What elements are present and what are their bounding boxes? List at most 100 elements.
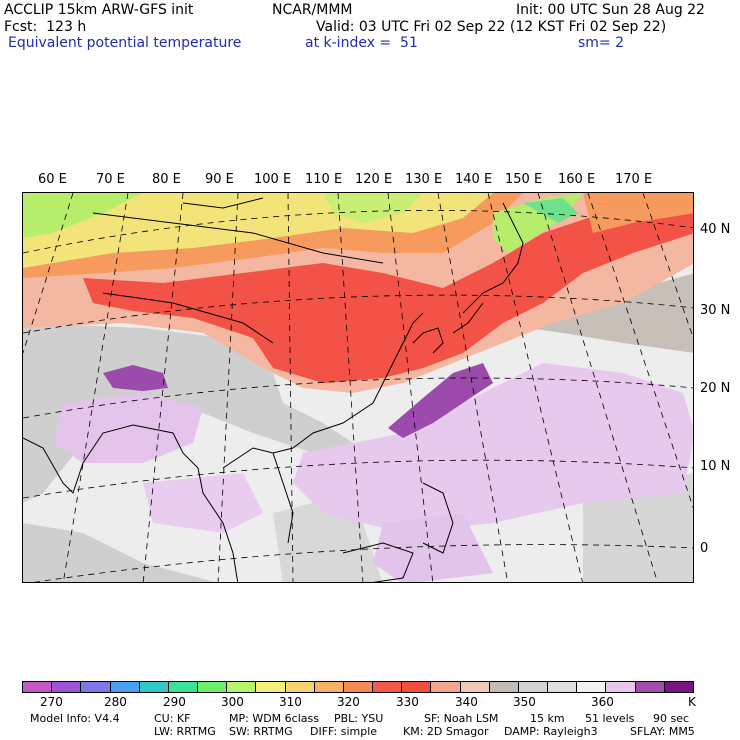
coastline [452,302,484,334]
longitude-line [487,193,583,582]
longitude-line [642,193,693,339]
lavender-region [53,393,203,463]
colorbar-swatch [314,682,344,692]
lon-label: 160 E [558,172,596,187]
lon-label: 110 E [305,172,343,187]
longitude-line [537,193,658,582]
init-time: Init: 00 UTC Sun 28 Aug 22 [516,2,705,18]
footer-item: 51 levels [585,712,635,725]
longitude-line [437,193,509,582]
footer-item: SF: Noah LSM [424,712,499,725]
longitude-line [587,193,693,509]
colorbar-label: 270 [40,695,63,709]
gray-region [493,273,693,353]
orange-region [583,193,693,233]
footer-item: CU: KF [154,712,191,725]
level-index: at k-index = 51 [305,35,418,51]
lon-label: 130 E [405,172,443,187]
coastline [23,424,239,582]
colorbar-unit: K [688,695,696,709]
colorbar-swatch [635,682,665,692]
colorbar-swatch [518,682,549,692]
gray-region [583,473,693,582]
colorbar-swatch [343,682,374,692]
lon-label: 100 E [254,172,292,187]
colorbar-label: 340 [455,695,478,709]
red-region [83,203,693,383]
footer-item: DAMP: Rayleigh3 [504,725,598,738]
border [92,212,384,264]
purple-core [388,363,493,438]
coastline [412,327,444,354]
theta-e-map [23,193,693,582]
footer-item: SW: RRTMG [229,725,293,738]
footer-item: 15 km [530,712,565,725]
coastline [342,542,414,582]
lon-label: 170 E [615,172,653,187]
lat-label: 40 N [700,222,731,237]
lon-label: 120 E [355,172,393,187]
footer-item: PBL: YSU [334,712,384,725]
colorbar-label: 320 [337,695,360,709]
colorbar-swatch [664,682,693,692]
lon-label: 80 E [152,172,181,187]
lon-label: 70 E [96,172,125,187]
lat-label: 10 N [700,459,731,474]
colorbar-swatch [168,682,199,692]
colorbar-label: 360 [591,695,614,709]
lat-label: 20 N [700,381,731,396]
footer-item: Model Info: V4.4 [30,712,120,725]
coastlines [23,197,524,582]
green-region [23,193,143,238]
colorbar-swatch [256,682,286,692]
colorbar-swatch [23,682,53,692]
green-region [523,198,578,223]
colorbar-swatch [373,682,403,692]
lat-label: 30 N [700,303,731,318]
purple-core [103,365,168,391]
colorbar-swatch [285,682,315,692]
gray-region [23,523,216,582]
colorbar-label: 280 [104,695,127,709]
colorbar-label: 310 [279,695,302,709]
colorbar [22,681,694,693]
colorbar-swatch [227,682,257,692]
footer-item: MP: WDM 6class [229,712,319,725]
lon-label: 60 E [38,172,67,187]
coastline [462,202,524,314]
green-region [323,193,423,223]
border [182,197,264,209]
longitude-line [62,193,129,582]
footer-item: DIFF: simple [310,725,378,738]
smoothing-label: sm= 2 [578,35,625,51]
colorbar-swatch [431,682,461,692]
footer-item: 90 sec [653,712,690,725]
longitude-line [23,193,74,354]
lavender-region [143,473,263,533]
lat-label: 0 [700,541,709,556]
footer-item: LW: RRTMG [154,725,216,738]
colorbar-swatch [81,682,111,692]
colorbar-swatch [52,682,82,692]
field-name: Equivalent potential temperature [8,35,242,51]
colorbar-swatch [139,682,169,692]
footer-item: KM: 2D Smagor [403,725,489,738]
footer-item: SFLAY: MM5 [630,725,695,738]
map-panel [22,192,694,583]
colorbar-swatch [402,682,432,692]
colorbar-swatch [198,682,228,692]
colorbar-swatch [460,682,490,692]
valid-time: Valid: 03 UTC Fri 02 Sep 22 (12 KST Fri … [316,19,667,35]
border [102,292,274,344]
colorbar-swatch [489,682,519,692]
colorbar-label: 290 [163,695,186,709]
model-title: ACCLIP 15km ARW-GFS init [4,2,194,18]
colorbar-label: 330 [396,695,419,709]
colorbar-swatch [110,682,140,692]
coastline [422,482,454,554]
lavender-region [293,363,693,533]
lon-label: 90 E [205,172,234,187]
colorbar-swatch [577,682,607,692]
colorbar-swatch [548,682,578,692]
lon-label: 140 E [455,172,493,187]
